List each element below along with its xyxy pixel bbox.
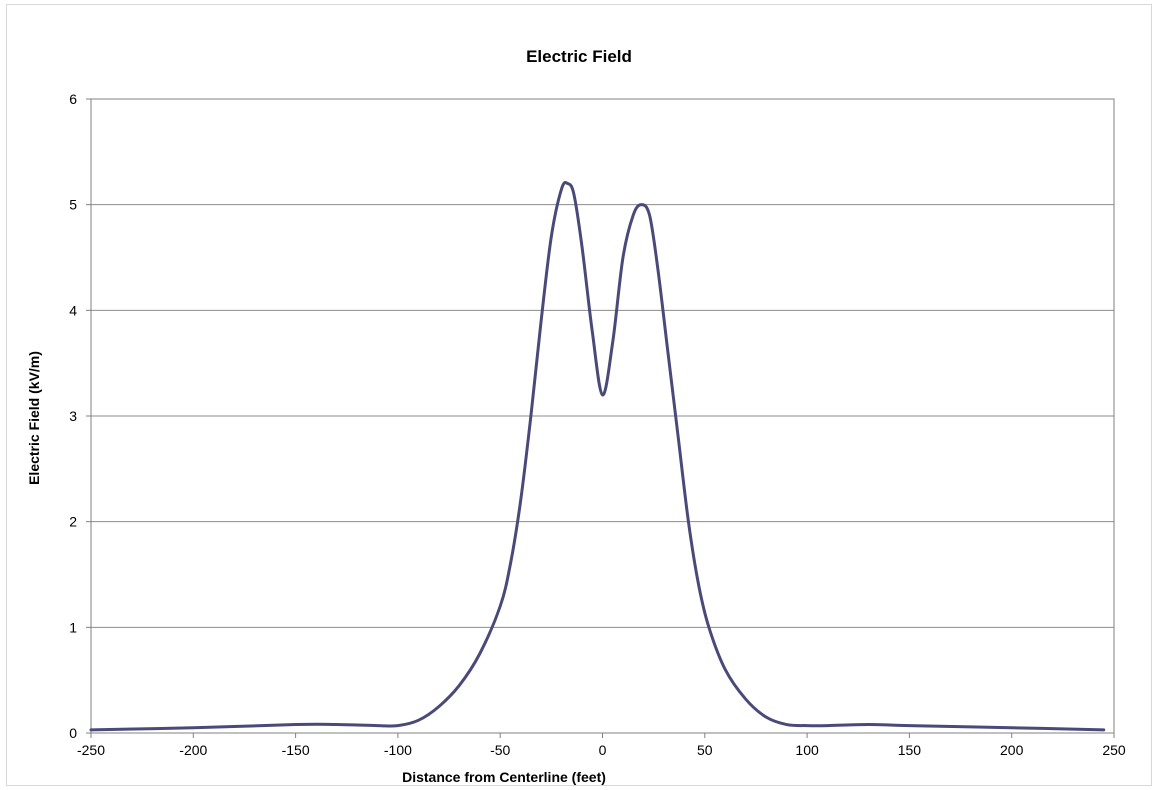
x-axis-label: Distance from Centerline (feet) (402, 769, 606, 785)
y-tick-label: 0 (69, 725, 77, 741)
series-layer (89, 180, 1106, 732)
x-axis-ticks: -250 -200 -150 -100 -50 0 50 100 150 200 250 (77, 733, 1126, 758)
y-tick-label: 2 (69, 514, 77, 530)
x-tick-label: -200 (179, 742, 207, 758)
x-tick-label: 0 (599, 742, 607, 758)
y-axis-label: Electric Field (kV/m) (26, 351, 42, 485)
y-tick-label: 1 (69, 619, 77, 635)
x-tick-label: 250 (1102, 742, 1126, 758)
gridlines (91, 98, 1114, 628)
chart-frame (6, 4, 1152, 786)
chart-title: Electric Field (526, 47, 632, 66)
y-tick-label: 5 (69, 197, 77, 213)
x-tick-label: 200 (1000, 742, 1024, 758)
series-line-0 (89, 180, 1106, 732)
x-tick-label: 50 (697, 742, 713, 758)
x-tick-label: -100 (384, 742, 412, 758)
x-tick-label: -50 (490, 742, 510, 758)
y-tick-label: 3 (69, 408, 77, 424)
y-axis-ticks: 0 1 2 3 4 5 6 (69, 91, 91, 741)
x-tick-label: -250 (77, 742, 105, 758)
y-tick-label: 4 (69, 302, 77, 318)
x-tick-label: 100 (795, 742, 819, 758)
x-tick-label: -150 (282, 742, 310, 758)
x-tick-label: 150 (898, 742, 922, 758)
y-tick-label: 6 (69, 91, 77, 107)
